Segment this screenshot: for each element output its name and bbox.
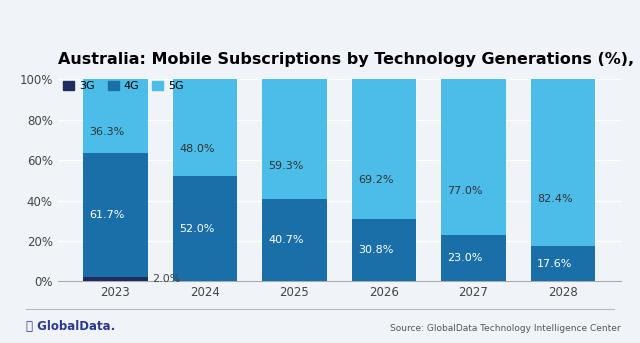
Bar bbox=[173, 80, 237, 176]
Text: 36.3%: 36.3% bbox=[90, 127, 125, 137]
Bar bbox=[262, 80, 326, 199]
Text: 2.0%: 2.0% bbox=[152, 274, 180, 284]
Bar bbox=[83, 153, 148, 277]
Text: 17.6%: 17.6% bbox=[537, 259, 572, 269]
Bar bbox=[83, 80, 148, 153]
Bar bbox=[262, 199, 326, 281]
Text: Australia: Mobile Subscriptions by Technology Generations (%), 2023-2028: Australia: Mobile Subscriptions by Techn… bbox=[58, 52, 640, 67]
Bar bbox=[531, 80, 595, 246]
Text: 40.7%: 40.7% bbox=[269, 235, 304, 245]
Text: 48.0%: 48.0% bbox=[179, 144, 214, 154]
Text: 82.4%: 82.4% bbox=[537, 194, 573, 204]
Bar bbox=[173, 176, 237, 281]
Legend: 3G, 4G, 5G: 3G, 4G, 5G bbox=[63, 81, 184, 92]
Text: 52.0%: 52.0% bbox=[179, 224, 214, 234]
Text: Source: GlobalData Technology Intelligence Center: Source: GlobalData Technology Intelligen… bbox=[390, 324, 621, 333]
Text: 30.8%: 30.8% bbox=[358, 245, 394, 255]
Bar bbox=[531, 246, 595, 281]
Bar bbox=[352, 219, 416, 281]
Text: ⓖ GlobalData.: ⓖ GlobalData. bbox=[26, 320, 115, 333]
Text: 61.7%: 61.7% bbox=[90, 210, 125, 220]
Bar bbox=[83, 277, 148, 281]
Bar bbox=[352, 80, 416, 219]
Bar bbox=[441, 80, 506, 235]
Text: 59.3%: 59.3% bbox=[269, 161, 304, 170]
Text: 69.2%: 69.2% bbox=[358, 175, 394, 185]
Bar bbox=[441, 235, 506, 281]
Text: 77.0%: 77.0% bbox=[447, 186, 483, 196]
Text: 23.0%: 23.0% bbox=[447, 253, 483, 263]
